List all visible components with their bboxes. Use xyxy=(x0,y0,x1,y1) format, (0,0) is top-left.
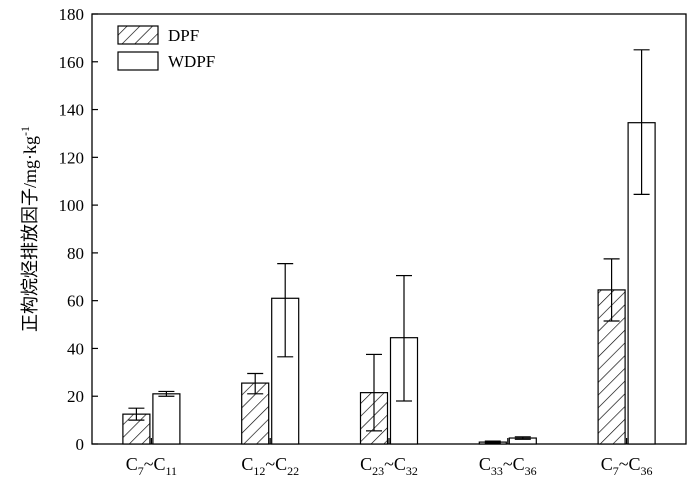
y-tick-label: 180 xyxy=(59,5,85,24)
y-tick-label: 80 xyxy=(67,244,84,263)
legend-label-wdpf: WDPF xyxy=(168,52,215,71)
x-tick-label-part: C xyxy=(126,454,138,474)
x-tick-label-part: 36 xyxy=(640,464,652,478)
legend-label-dpf: DPF xyxy=(168,26,199,45)
x-tick-label-part: ~C xyxy=(265,454,287,474)
bars xyxy=(122,49,656,445)
x-tick-label-part: 7 xyxy=(613,464,619,478)
x-tick-label-part: ~C xyxy=(384,454,406,474)
y-tick-label: 0 xyxy=(76,435,85,454)
x-tick-label-part: C xyxy=(241,454,253,474)
plot-frame xyxy=(91,13,687,445)
y-tick-label: 60 xyxy=(67,292,84,311)
y-tick-label: 20 xyxy=(67,387,84,406)
x-tick-label-part: 36 xyxy=(525,464,537,478)
x-tick-label: C33~C36 xyxy=(479,454,537,478)
y-tick-label: 40 xyxy=(67,339,84,358)
x-tick-label: C23~C32 xyxy=(360,454,418,478)
x-tick-label-part: 12 xyxy=(253,464,265,478)
x-tick-label-part: 22 xyxy=(287,464,299,478)
x-tick-label-part: ~C xyxy=(144,454,166,474)
x-tick-label: C7~C11 xyxy=(126,454,177,478)
x-tick-label-part: ~C xyxy=(503,454,525,474)
bar-wdpf xyxy=(152,393,181,445)
legend-swatch-dpf xyxy=(117,25,159,45)
legend-swatch-wdpf xyxy=(117,51,159,71)
x-tick-label-part: 32 xyxy=(406,464,418,478)
x-tick-label-part: C xyxy=(360,454,372,474)
y-tick-label: 140 xyxy=(59,101,85,120)
y-tick-label: 160 xyxy=(59,53,85,72)
y-axis-label-text: 正构烷烃排放因子/mg·kg xyxy=(20,136,40,332)
y-axis-label: 正构烷烃排放因子/mg·kg-1 xyxy=(18,126,40,332)
x-tick-label-part: ~C xyxy=(619,454,641,474)
x-tick-label-part: 23 xyxy=(372,464,384,478)
x-tick-label-part: C xyxy=(601,454,613,474)
y-tick-label: 120 xyxy=(59,148,85,167)
x-tick-label-part: C xyxy=(479,454,491,474)
x-tick-label-part: 7 xyxy=(138,464,144,478)
plot-axes: 0 20 40 60 80 100 120 140 160 180 xyxy=(59,5,687,454)
x-tick-label: C7~C36 xyxy=(601,454,653,478)
x-tick-label-part: 33 xyxy=(491,464,503,478)
y-axis-label-superscript: -1 xyxy=(18,126,32,136)
x-tick-label: C12~C22 xyxy=(241,454,299,478)
axis-labels: C7~C11 C12~C22 C23~C32 C33~C36 C7~C36正构烷烃排放因… xyxy=(18,126,652,478)
x-tick-label-part: 11 xyxy=(166,464,178,478)
y-tick-label: 100 xyxy=(59,196,85,215)
legend: DPF WDPF xyxy=(117,25,215,71)
